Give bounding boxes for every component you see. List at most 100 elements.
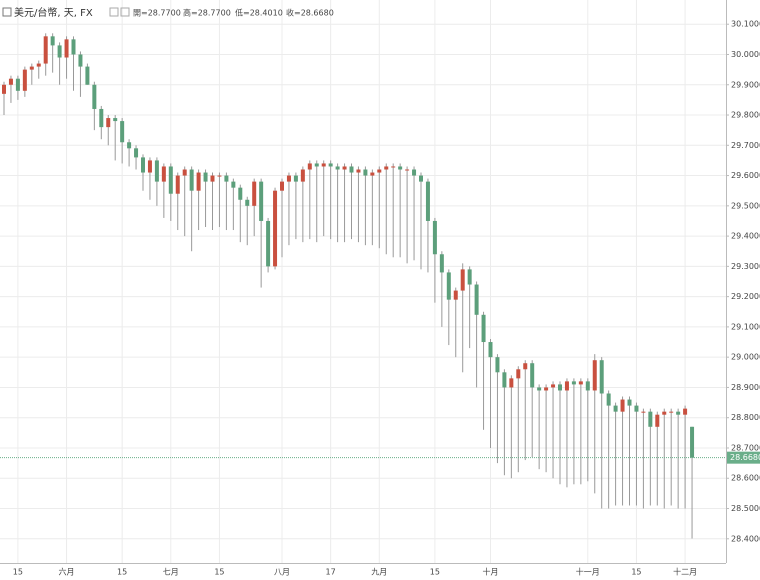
candle-body xyxy=(439,254,444,273)
candle-body xyxy=(412,169,417,176)
candle-body xyxy=(22,69,27,91)
candle-body xyxy=(189,169,194,191)
candle-body xyxy=(669,411,674,413)
collapse-icon[interactable] xyxy=(2,7,12,17)
candle-body xyxy=(460,269,465,291)
candle-body xyxy=(113,118,118,122)
y-tick-label: 29.1000 xyxy=(731,322,760,331)
legend-low: 低=28.4010 xyxy=(235,8,283,18)
candle-body xyxy=(2,84,6,94)
y-tick-label: 29.0000 xyxy=(731,353,760,362)
y-tick-label: 29.7000 xyxy=(731,141,760,150)
y-tick-label: 29.4000 xyxy=(731,232,760,241)
candle-body xyxy=(286,175,291,182)
y-tick-label: 29.3000 xyxy=(731,262,760,271)
candle-body xyxy=(481,314,486,343)
candle-body xyxy=(662,411,667,415)
chart-title: 美元/台幣, 天, FX xyxy=(14,6,93,19)
candle-body xyxy=(50,36,55,46)
settings-icon[interactable] xyxy=(109,7,119,17)
x-tick-label: 15 xyxy=(631,568,641,577)
candle-body xyxy=(516,369,521,379)
candle-body xyxy=(307,163,312,170)
y-tick-label: 29.9000 xyxy=(731,80,760,89)
candle-body xyxy=(398,166,403,170)
candle-body xyxy=(641,411,646,413)
candle-body xyxy=(57,45,62,58)
candle-body xyxy=(314,163,319,167)
candle-body xyxy=(530,363,535,388)
candle-body xyxy=(356,169,361,173)
candle-body xyxy=(210,175,215,182)
candle-body xyxy=(154,160,159,182)
candle-body xyxy=(266,220,271,267)
candle-body xyxy=(370,172,375,176)
candle-body xyxy=(259,181,264,221)
candle-body xyxy=(634,405,639,412)
candle-body xyxy=(8,78,13,85)
candle-body xyxy=(349,166,354,173)
candle-body xyxy=(120,121,125,143)
candle-body xyxy=(599,360,604,394)
x-tick-label: 七月 xyxy=(163,568,179,577)
x-tick-label: 八月 xyxy=(274,568,290,577)
candle-body xyxy=(363,169,368,176)
candle-body xyxy=(391,166,396,168)
candle-body xyxy=(71,39,76,55)
y-tick-label: 29.5000 xyxy=(731,201,760,210)
candle-body xyxy=(488,342,493,358)
candle-body xyxy=(690,426,695,458)
x-tick-label: 15 xyxy=(13,568,23,577)
candle-body xyxy=(453,290,458,300)
candle-body xyxy=(29,66,34,70)
y-tick-label: 28.5000 xyxy=(731,504,760,513)
x-tick-label: 15 xyxy=(214,568,224,577)
candle-body xyxy=(43,36,48,64)
y-tick-label: 28.6000 xyxy=(731,474,760,483)
candle-body xyxy=(592,360,597,391)
x-tick-label: 15 xyxy=(430,568,440,577)
candle-body xyxy=(328,163,333,167)
candle-body xyxy=(293,175,298,182)
candle-body xyxy=(558,384,562,391)
x-tick-label: 17 xyxy=(326,568,336,577)
candle-body xyxy=(245,199,250,206)
y-tick-label: 30.0000 xyxy=(731,50,760,59)
candle-body xyxy=(537,387,542,391)
candle-body xyxy=(425,181,430,221)
candle-body xyxy=(85,66,90,85)
candle-body xyxy=(683,408,688,415)
y-tick-label: 28.9000 xyxy=(731,383,760,392)
candle-body xyxy=(467,269,472,285)
candle-body xyxy=(551,384,556,388)
candle-body xyxy=(141,157,145,173)
candle-body xyxy=(99,108,104,128)
x-tick-label: 十月 xyxy=(483,567,499,577)
candle-body xyxy=(419,175,423,182)
candle-body xyxy=(474,284,479,315)
candle-body xyxy=(300,169,305,182)
candle-body xyxy=(203,172,208,182)
candle-body xyxy=(446,272,451,300)
candle-body xyxy=(523,363,528,370)
y-tick-label: 29.8000 xyxy=(731,111,760,120)
legend-high: 高=28.7700 xyxy=(183,8,231,18)
last-price-box xyxy=(727,451,760,464)
candle-body xyxy=(168,166,173,194)
hide-icon[interactable] xyxy=(120,7,130,17)
legend-open: 開=28.7700 xyxy=(133,9,181,18)
y-tick-label: 28.8000 xyxy=(731,413,760,422)
candle-body xyxy=(36,63,41,67)
candle-body xyxy=(252,181,257,206)
candle-body xyxy=(238,187,243,200)
x-tick-label: 十一月 xyxy=(576,567,600,577)
candle-body xyxy=(217,175,222,177)
candle-body xyxy=(578,381,583,385)
y-tick-label: 29.6000 xyxy=(731,171,760,180)
candle-body xyxy=(571,381,576,385)
candle-body xyxy=(585,381,590,391)
candle-body xyxy=(106,118,111,128)
candle-body xyxy=(509,378,514,388)
